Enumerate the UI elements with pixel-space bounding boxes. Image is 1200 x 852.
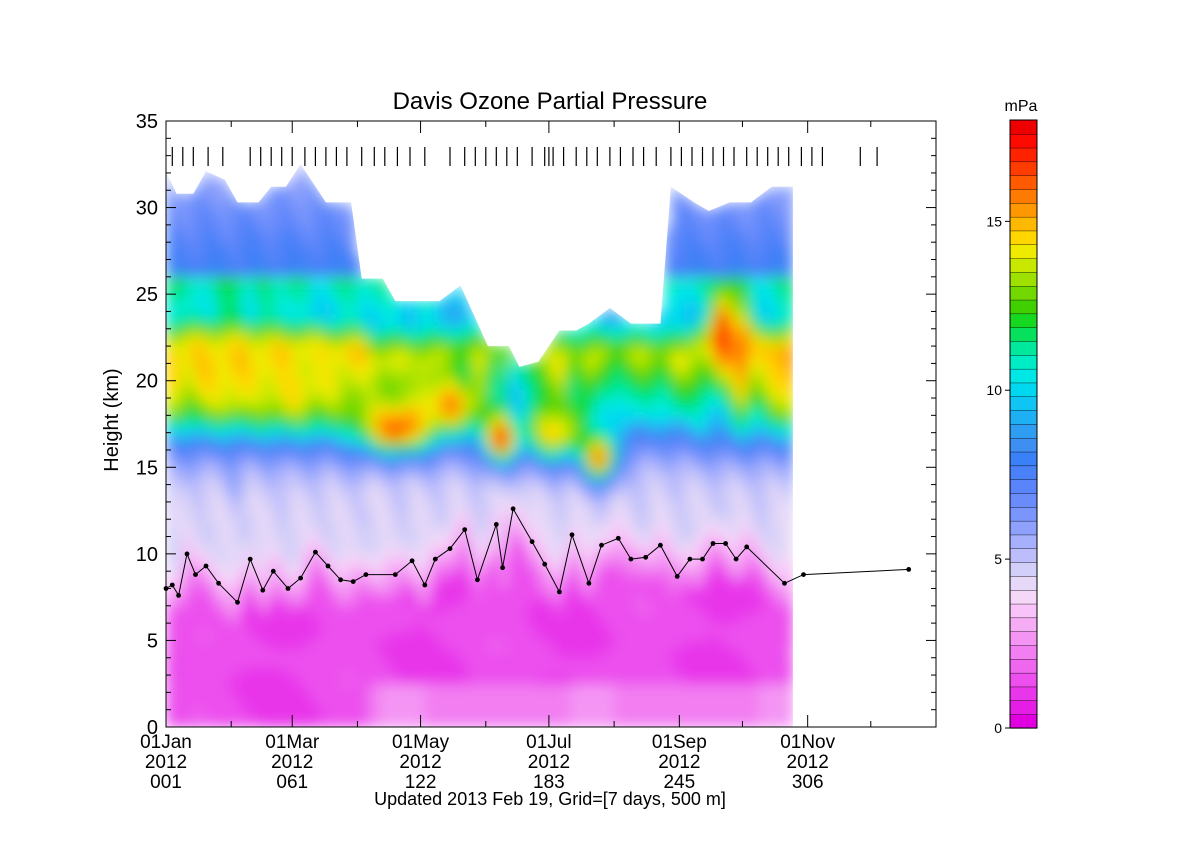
x-tick-month: 01Jan: [140, 732, 192, 753]
tropopause-point: [338, 577, 343, 582]
tropopause-point: [204, 564, 209, 569]
tropopause-point: [422, 583, 427, 588]
x-tick-year: 2012: [658, 752, 700, 773]
tropopause-point: [271, 569, 276, 574]
tropopause-point: [364, 572, 369, 577]
tropopause-point: [298, 576, 303, 581]
tropopause-point: [248, 557, 253, 562]
x-tick-year: 2012: [787, 752, 829, 773]
tropopause-point: [643, 555, 648, 560]
chart-title: Davis Ozone Partial Pressure: [393, 88, 708, 115]
y-tick-label: 15: [136, 457, 158, 479]
tropopause-point: [326, 564, 331, 569]
heatmap: [166, 121, 936, 728]
tropopause-point: [511, 506, 516, 511]
y-tick-label: 30: [136, 198, 158, 220]
x-tick-month: 01Nov: [780, 732, 835, 753]
tropopause-point: [744, 545, 749, 550]
x-tick-doy: 306: [792, 772, 824, 793]
x-tick-month: 01May: [392, 732, 450, 753]
y-tick-label: 35: [136, 111, 158, 133]
tropopause-point: [351, 579, 356, 584]
colorbar-tick-label: 5: [994, 551, 1002, 567]
tropopause-point: [723, 541, 728, 546]
x-tick-month: 01Jul: [526, 732, 571, 753]
colorbar-tick-label: 10: [986, 382, 1002, 398]
tropopause-point: [629, 557, 634, 562]
colorbar-unit: mPa: [1005, 98, 1038, 115]
tropopause-point: [711, 541, 716, 546]
x-tick-doy: 001: [150, 772, 182, 793]
y-tick-label: 20: [136, 371, 158, 393]
x-tick-month: 01Sep: [652, 732, 707, 753]
tropopause-point: [185, 552, 190, 557]
tropopause-point: [393, 572, 398, 577]
y-tick-label: 5: [147, 630, 158, 652]
tropopause-point: [235, 600, 240, 605]
tropopause-point: [448, 546, 453, 551]
tropopause-point: [313, 550, 318, 555]
tropopause-point: [170, 583, 175, 588]
tropopause-point: [587, 581, 592, 586]
y-tick-label: 10: [136, 544, 158, 566]
tropopause-point: [176, 593, 181, 598]
tropopause-point: [193, 572, 198, 577]
tropopause-point: [557, 590, 562, 595]
tropopause-point: [688, 557, 693, 562]
tropopause-point: [530, 539, 535, 544]
tropopause-point: [462, 527, 467, 532]
tropopause-point: [675, 574, 680, 579]
tropopause-point: [616, 536, 621, 541]
x-tick-year: 2012: [145, 752, 187, 773]
colorbar-tick-label: 0: [994, 720, 1002, 736]
x-tick-year: 2012: [528, 752, 570, 773]
x-tick-year: 2012: [399, 752, 441, 773]
tropopause-point: [599, 543, 604, 548]
tropopause-point: [906, 567, 911, 572]
colorbar: 0 5 10 15: [986, 120, 1037, 736]
tropopause-point: [216, 581, 221, 586]
colorbar-tick-label: 15: [986, 213, 1002, 229]
tropopause-point: [475, 577, 480, 582]
tropopause-point: [260, 588, 265, 593]
y-tick-label: 25: [136, 284, 158, 306]
tropopause-point: [500, 565, 505, 570]
footer-note: Updated 2013 Feb 19, Grid=[7 days, 500 m…: [374, 789, 726, 809]
tropopause-point: [410, 558, 415, 563]
tropopause-point: [801, 572, 806, 577]
x-tick-month: 01Mar: [265, 732, 320, 753]
tropopause-point: [286, 586, 291, 591]
y-axis-label: Height (km): [101, 368, 123, 471]
tropopause-point: [542, 562, 547, 567]
tropopause-point: [734, 557, 739, 562]
tropopause-point: [570, 532, 575, 537]
tropopause-point: [782, 581, 787, 586]
x-tick-year: 2012: [271, 752, 313, 773]
x-tick-doy: 061: [276, 772, 308, 793]
tropopause-point: [433, 557, 438, 562]
tropopause-point: [494, 522, 499, 527]
tropopause-point: [658, 543, 663, 548]
tropopause-point: [700, 557, 705, 562]
